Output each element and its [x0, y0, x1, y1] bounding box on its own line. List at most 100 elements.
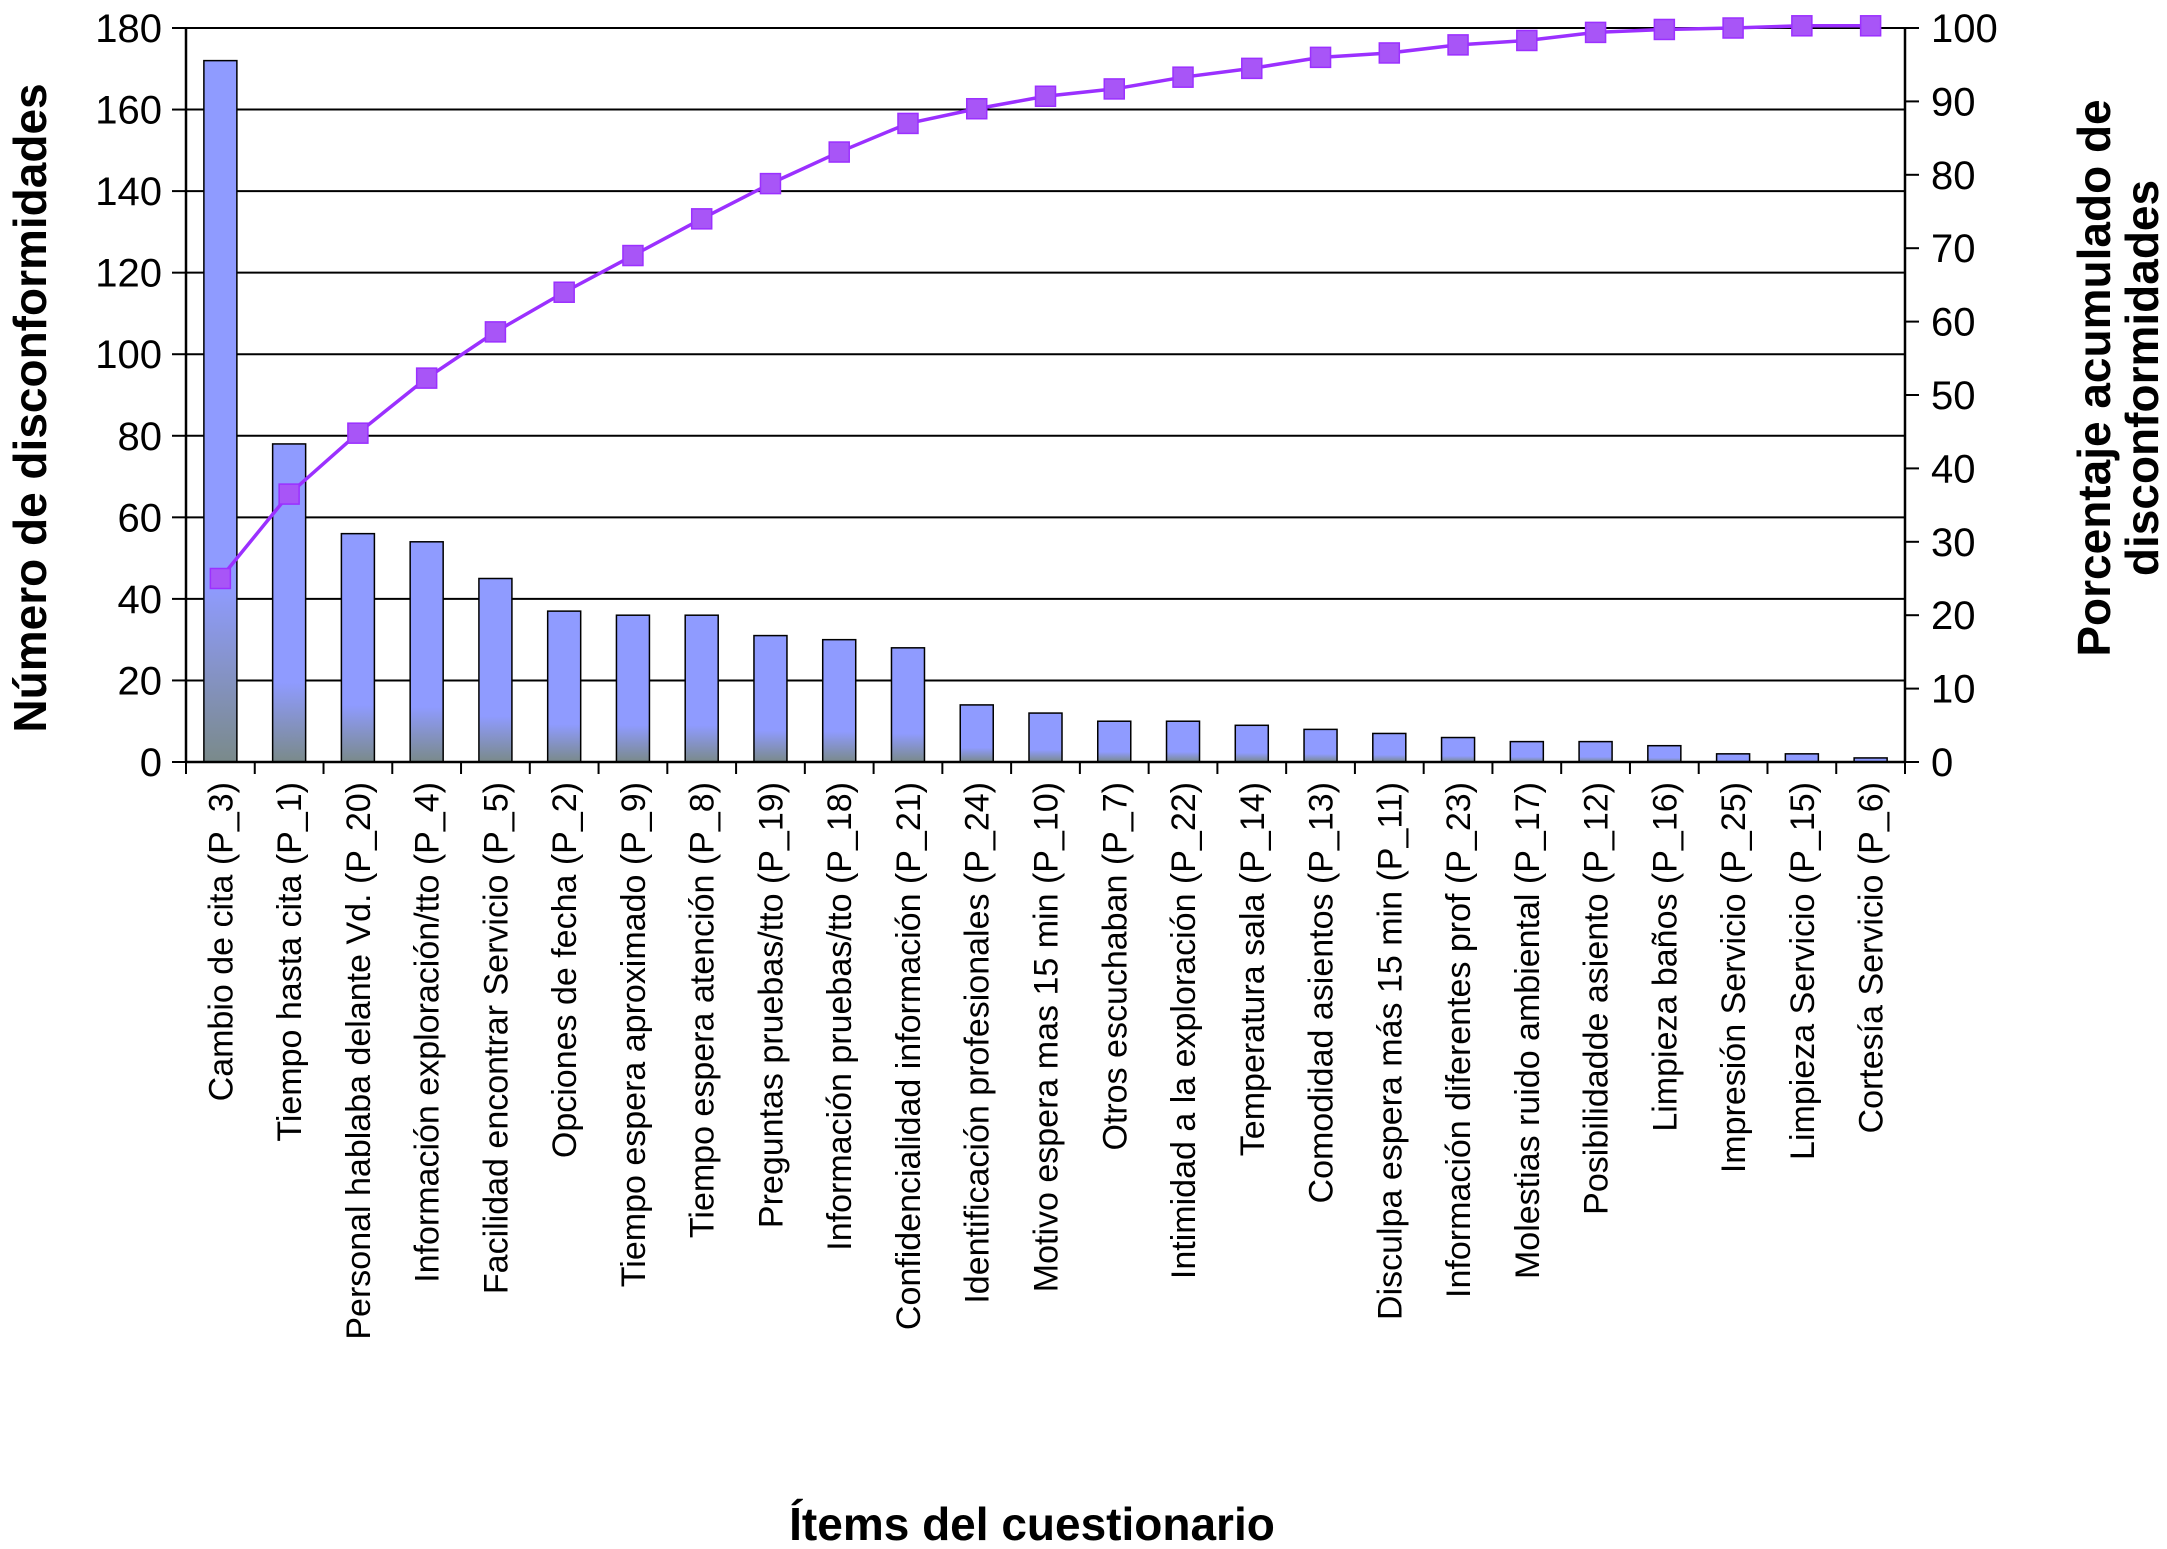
cumulative-marker: [690, 208, 713, 230]
bar: [1165, 720, 1201, 763]
cumulative-marker: [347, 422, 369, 444]
y2-axis-title: Porcentaje acumulado de: [2068, 99, 2120, 656]
cumulative-marker: [209, 567, 232, 590]
cumulative-marker: [759, 172, 782, 195]
y2-tick-label: 0: [1931, 741, 1953, 785]
y2-tick-label: 20: [1931, 594, 1976, 638]
cumulative-marker: [415, 367, 438, 389]
cumulative-marker: [1172, 66, 1194, 88]
bar: [753, 634, 788, 763]
y2-tick-label: 100: [1931, 7, 1998, 51]
x-category-label: Identificación profesionales (P_24): [959, 782, 997, 1304]
cumulative-marker: [1378, 42, 1401, 64]
cumulative-marker: [1859, 15, 1882, 37]
cumulative-marker: [1722, 17, 1744, 39]
bar: [615, 614, 651, 763]
x-category-label: Información pruebas/tto (P_18): [821, 782, 859, 1251]
cumulative-line-series: [209, 15, 1882, 590]
cumulative-marker: [1516, 29, 1538, 52]
y-tick-label: 40: [118, 578, 163, 622]
cumulative-marker: [1241, 57, 1263, 80]
cumulative-marker: [622, 244, 644, 267]
bar: [1303, 728, 1338, 763]
y-axis-title: Número de disconformidades: [4, 83, 56, 732]
y-tick-label: 120: [95, 252, 162, 296]
gridlines: [186, 27, 1905, 682]
bar: [340, 532, 376, 763]
y-tick-label: 140: [95, 170, 162, 214]
x-axis-title: Ítems del cuestionario: [789, 1498, 1275, 1549]
axes: [172, 27, 1919, 774]
x-category-label: Otros escuchaban (P_7): [1096, 782, 1134, 1151]
cumulative-marker: [965, 97, 988, 120]
y2-tick-label: 40: [1931, 447, 1976, 491]
x-category-label: Temperatura sala (P_14): [1234, 782, 1272, 1156]
x-category-label: Limpieza baños (P_16): [1646, 782, 1684, 1132]
bar: [684, 614, 719, 763]
x-category-label: Posibilidadde asiento (P_12): [1578, 782, 1616, 1215]
y2-tick-label: 30: [1931, 521, 1976, 565]
bar: [890, 647, 926, 763]
x-category-label: Información diferentes prof (P_23): [1440, 782, 1478, 1298]
cumulative-marker: [553, 281, 575, 303]
bar: [203, 59, 238, 763]
y2-tick-label: 70: [1931, 227, 1976, 271]
x-category-label: Impresión Servicio (P_25): [1715, 782, 1753, 1173]
bar: [1234, 724, 1270, 763]
bar: [1509, 740, 1545, 763]
x-category-label: Comodidad asientos (P_13): [1303, 782, 1341, 1203]
x-category-label: Motivo espera mas 15 min (P_10): [1028, 782, 1066, 1292]
y-tick-label: 180: [95, 7, 162, 51]
bar: [1440, 736, 1476, 763]
cumulative-marker: [278, 483, 300, 505]
bar: [409, 541, 444, 763]
x-category-label: Tiempo espera aproximado (P_9): [615, 782, 653, 1287]
cumulative-marker: [1034, 85, 1057, 108]
x-category-label: Disculpa espera más 15 min (P_11): [1371, 782, 1409, 1320]
x-category-label: Tiempo hasta cita (P_1): [271, 782, 309, 1142]
bar: [1647, 744, 1682, 763]
x-category-label: Personal hablaba delante Vd. (P_20): [340, 782, 378, 1340]
bar: [1372, 732, 1407, 763]
bar: [478, 577, 513, 763]
x-category-label: Tiempo espera atención (P_8): [684, 782, 722, 1238]
x-category-label: Facilidad encontrar Servicio (P_5): [477, 782, 515, 1294]
x-category-label: Opciones de fecha (P_2): [546, 782, 584, 1158]
y-tick-label: 60: [118, 496, 163, 540]
x-category-label: Confidencialidad información (P_21): [890, 782, 928, 1330]
bar: [959, 704, 994, 763]
cumulative-marker: [1447, 34, 1469, 56]
bar: [1028, 712, 1063, 763]
y2-tick-label: 90: [1931, 80, 1976, 124]
cumulative-marker: [1103, 78, 1126, 100]
y2-axis-title-line2: disconformidades: [2116, 180, 2167, 576]
x-category-label: Intimidad a la exploración (P_22): [1165, 782, 1203, 1279]
cumulative-marker: [484, 321, 507, 343]
y-tick-label: 160: [95, 89, 162, 133]
x-category-label: Cortesía Servicio (P_6): [1853, 782, 1891, 1133]
y-tick-label: 100: [95, 333, 162, 377]
y2-tick-label: 50: [1931, 374, 1976, 418]
y2-tick-label: 60: [1931, 301, 1976, 345]
bar: [821, 638, 857, 763]
cumulative-marker: [897, 112, 919, 135]
y-tick-label: 80: [118, 415, 163, 459]
x-category-label: Molestias ruido ambiental (P_17): [1509, 782, 1547, 1279]
bar: [546, 610, 582, 763]
cumulative-marker: [1309, 46, 1332, 69]
cumulative-marker: [828, 141, 850, 163]
cumulative-marker: [1584, 21, 1607, 44]
x-category-label: Preguntas pruebas/tto (P_19): [752, 782, 790, 1228]
y-tick-label: 20: [118, 659, 163, 703]
y-tick-label: 0: [140, 741, 162, 785]
x-category-label: Limpieza Servicio (P_15): [1784, 782, 1822, 1160]
tick-labels: 0 20 40 60 80 100 120 140 160 180 0 10 20 30 40 50 60 70 8…: [95, 7, 1998, 1340]
x-category-label: Información exploración/tto (P_4): [409, 782, 447, 1283]
cumulative-marker: [1653, 18, 1676, 41]
y2-tick-label: 80: [1931, 154, 1976, 198]
bar-series: [203, 59, 1888, 763]
y2-tick-label: 10: [1931, 668, 1976, 712]
bar: [1097, 720, 1132, 763]
cumulative-marker: [1791, 15, 1813, 37]
